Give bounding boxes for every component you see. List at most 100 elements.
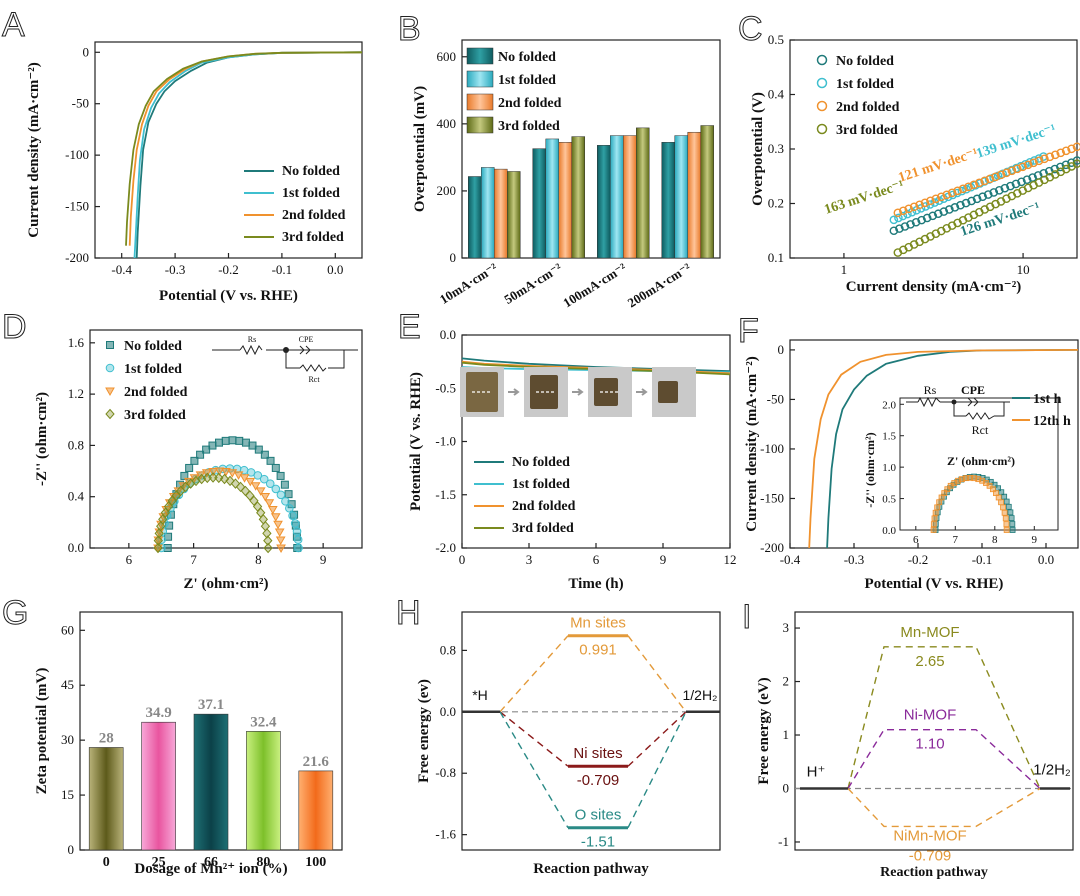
data-point <box>1072 156 1080 165</box>
x-tick-label: 10 <box>1017 262 1030 277</box>
energy-level-name: O sites <box>575 807 622 824</box>
data-point <box>270 513 281 522</box>
data-point <box>991 172 1000 182</box>
pathway-connector <box>499 635 687 713</box>
inset-data-point <box>931 515 938 522</box>
data-point <box>933 209 943 219</box>
x-tick-label: -0.2 <box>908 552 929 567</box>
panel-a-frame <box>94 41 363 259</box>
x-tick-label: 0.0 <box>327 262 343 277</box>
y-tick-label: 0 <box>83 44 90 59</box>
data-point <box>1002 168 1011 178</box>
data-point <box>250 482 261 491</box>
x-tick-label: 7 <box>190 552 197 567</box>
data-point <box>1023 160 1033 170</box>
y-tick-label: -2.0 <box>435 540 456 555</box>
data-point <box>1012 164 1022 174</box>
data-point <box>208 472 218 483</box>
legend-label: 3rd folded <box>512 521 574 536</box>
x-category-label: 80 <box>256 855 270 870</box>
inset-data-point <box>930 521 937 528</box>
data-point <box>928 211 938 221</box>
y-tick-label: 0.3 <box>768 141 784 156</box>
y-tick-label: 0.4 <box>68 489 85 504</box>
energy-level-value: 0.991 <box>579 642 617 659</box>
y-tick-label: 0.8 <box>440 642 456 657</box>
x-tick-label: -0.4 <box>111 262 132 277</box>
data-point <box>964 182 973 192</box>
data-point <box>996 170 1006 180</box>
data-point <box>265 479 275 488</box>
legend-label: 2nd folded <box>124 385 188 400</box>
data-point <box>249 495 259 507</box>
inset-data-point <box>1003 521 1010 528</box>
inset-data-point <box>941 490 948 497</box>
y-tick-label: -50 <box>767 391 784 406</box>
x-category-label: 100 <box>305 855 326 870</box>
y-tick-label: 30 <box>61 732 74 747</box>
data-point <box>178 482 189 491</box>
y-tick-label: 0 <box>778 342 785 357</box>
y-tick-label: 400 <box>437 116 457 131</box>
inset-x-axis-label: Z' (ohm·cm²) <box>947 454 1015 468</box>
inset-data-point <box>1007 509 1014 516</box>
data-point <box>1067 144 1076 154</box>
legend-marker <box>816 77 828 89</box>
pathway-connector <box>847 728 1041 790</box>
data-point <box>1061 146 1071 156</box>
legend-label: 1st folded <box>498 73 556 88</box>
panel-letter: B <box>398 10 421 48</box>
data-point <box>956 200 965 210</box>
data-point <box>248 441 257 450</box>
bar <box>532 148 546 259</box>
legend-marker <box>816 54 828 66</box>
panel-letter: G <box>2 594 28 632</box>
legend-label: 3rd folded <box>498 119 560 134</box>
final-state-label: 1/2H₂ <box>682 687 717 703</box>
y-tick-label: -200 <box>760 540 784 555</box>
bar <box>545 138 559 259</box>
data-point <box>942 190 952 200</box>
inset-data-point <box>1003 527 1010 533</box>
data-point <box>1011 179 1021 189</box>
energy-level-name: Mn-MOF <box>900 624 959 641</box>
y-tick-label: 3 <box>783 620 790 635</box>
inset-data-point <box>930 527 937 533</box>
legend-label: 2nd folded <box>498 96 562 111</box>
resistor-symbol <box>965 412 995 420</box>
circuit-label: Rct <box>972 423 989 437</box>
y-tick-label: -1.6 <box>435 827 456 842</box>
inset-data-point <box>934 504 941 511</box>
panel-letter: E <box>398 308 421 346</box>
data-point <box>260 450 269 459</box>
x-tick-label: 8 <box>255 552 262 567</box>
energy-level-name: Ni-MOF <box>904 707 957 724</box>
x-tick-label: 12 <box>724 552 737 567</box>
data-point <box>275 536 286 545</box>
legend-label: 2nd folded <box>836 100 900 115</box>
y-tick-label: 0 <box>68 842 75 857</box>
bar <box>494 168 508 259</box>
y-tick-label: 0.5 <box>768 32 784 47</box>
y-axis-label: Current density (mA·cm⁻²) <box>744 356 760 531</box>
series-line <box>125 51 363 246</box>
panel-letter: H <box>396 594 421 632</box>
legend-label: 1st h <box>1033 392 1062 407</box>
panel-f-frame <box>789 339 1079 549</box>
bar <box>597 145 611 259</box>
x-axis-label: Z' (ohm·cm²) <box>184 576 269 592</box>
y-tick-label: 0.0 <box>68 540 84 555</box>
data-point <box>153 535 163 546</box>
bar <box>661 142 675 259</box>
inset-data-point <box>989 486 996 493</box>
data-point <box>978 192 987 202</box>
x-tick-label: -0.2 <box>218 262 239 277</box>
data-point <box>1018 162 1028 172</box>
circuit-label: Rs <box>924 383 937 397</box>
circuit-node <box>951 399 957 405</box>
bar <box>674 135 688 259</box>
legend-swatch <box>466 70 494 88</box>
data-point <box>165 521 174 530</box>
x-tick-label: 1 <box>841 262 848 277</box>
data-point <box>961 198 971 208</box>
